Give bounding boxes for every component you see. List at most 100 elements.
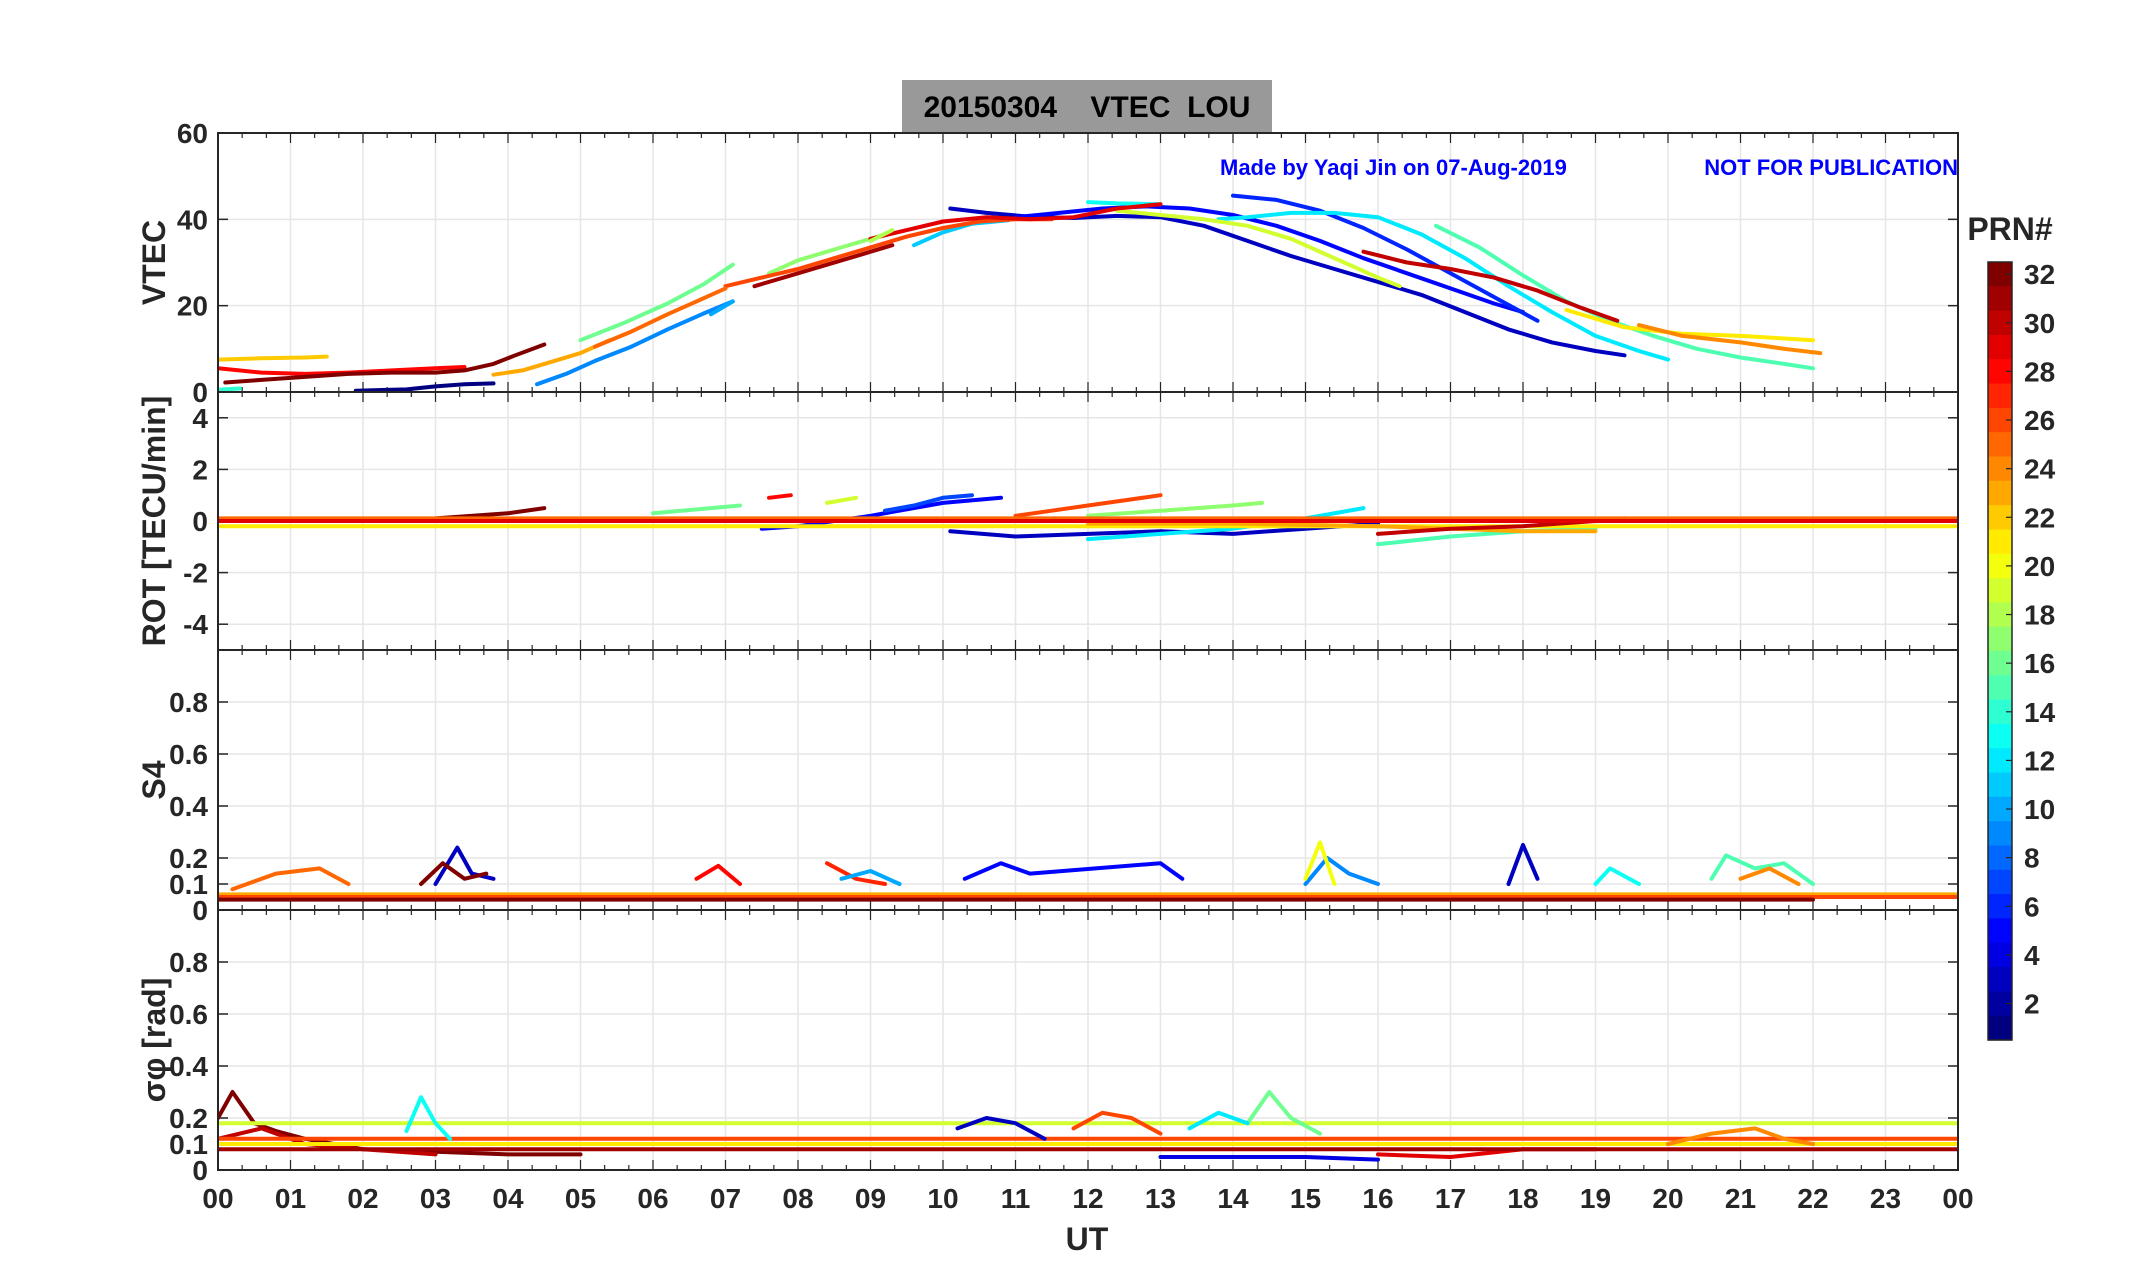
series-line-prn-25 (230, 866, 351, 892)
series-group (218, 1090, 1958, 1162)
series-line-prn-10 (839, 869, 902, 886)
x-tick-label: 22 (1797, 1183, 1828, 1214)
x-tick-label: 00 (1942, 1183, 1973, 1214)
y-tick-label: 40 (177, 204, 208, 235)
colorbar-tick-label: 10 (2024, 794, 2055, 825)
colorbar-tick-label: 22 (2024, 502, 2055, 533)
series-line-prn-3 (948, 521, 1380, 539)
series-group (218, 840, 1958, 902)
series-line-prn-10 (709, 299, 735, 317)
colorbar-segment-3 (1988, 967, 2012, 992)
colorbar-segment-21 (1988, 529, 2012, 555)
title-box: 20150304 VTEC LOU (902, 80, 1272, 132)
y-tick-label: 0 (192, 1155, 208, 1186)
y-tick-label: -4 (183, 609, 208, 640)
y-tick-label: 0.8 (169, 687, 208, 718)
x-tick-label: 07 (710, 1183, 741, 1214)
colorbar-tick-label: 8 (2024, 843, 2040, 874)
series-line-prn-9 (1303, 856, 1380, 886)
x-tick-label: 23 (1870, 1183, 1901, 1214)
colorbar-tick-label: 4 (2024, 940, 2040, 971)
colorbar-tick-label: 20 (2024, 551, 2055, 582)
series-line-prn-12 (1216, 210, 1670, 362)
y-tick-label: 60 (177, 118, 208, 149)
x-tick-label: 13 (1145, 1183, 1176, 1214)
x-tick-label: 19 (1580, 1183, 1611, 1214)
series-line-prn-13 (1593, 866, 1641, 886)
x-axis-label: UT (1066, 1221, 1109, 1257)
series-line-prn-23 (1086, 521, 1598, 534)
colorbar-segment-5 (1988, 918, 2012, 944)
title-background (902, 80, 1272, 132)
panel-sigma_phi: 00.10.2 0.4 0.6 0.8σφ [rad] (136, 909, 1959, 1186)
panel-rot: -4 -2 0 2 4 ROT [TECU/min] (136, 391, 1959, 651)
series-line-prn-23 (491, 338, 612, 377)
series-line-prn-30 (1361, 249, 1620, 323)
x-tick-label: 20 (1652, 1183, 1683, 1214)
series-line-prn-22 (218, 354, 329, 362)
series-line-prn-3 (1506, 843, 1540, 886)
series-line-prn-28 (767, 493, 793, 500)
series-line-prn-21 (1564, 308, 1815, 343)
series-line-prn-17 (1086, 500, 1264, 518)
x-tick-label: 09 (855, 1183, 886, 1214)
colorbar-tick-label: 14 (2024, 697, 2056, 728)
y-tick-label: 0.1 (169, 1129, 208, 1160)
series-line-prn-13 (404, 1095, 452, 1141)
series-group (218, 193, 1823, 392)
colorbar-segment-9 (1988, 821, 2012, 847)
y-tick-label: 0.4 (169, 791, 208, 822)
annotation-made-by: Made by Yaqi Jin on 07-Aug-2019 (1220, 155, 1567, 180)
series-line-prn-26 (1071, 1110, 1163, 1136)
colorbar-tick-label: 12 (2024, 745, 2055, 776)
colorbar-tick-label: 24 (2024, 454, 2056, 485)
series-line-prn-20 (1303, 840, 1337, 886)
x-tick-label: 04 (492, 1183, 524, 1214)
x-tick-label: 12 (1072, 1183, 1103, 1214)
series-line-prn-28 (694, 863, 742, 886)
series-line-prn-24 (1637, 323, 1823, 356)
series-line-prn-9 (535, 299, 735, 387)
x-tick-label: 15 (1290, 1183, 1321, 1214)
series-line-prn-7 (883, 493, 974, 513)
y-tick-label: 2 (192, 454, 208, 485)
series-line-prn-26 (1013, 493, 1163, 518)
y-axis-label: ROT [TECU/min] (136, 396, 172, 647)
series-line-prn-24 (1738, 866, 1801, 886)
series-line-prn-6 (1231, 193, 1540, 323)
colorbar-tick-label: 16 (2024, 648, 2055, 679)
series-line-prn-32 (419, 861, 489, 886)
series-line-prn-19 (1115, 208, 1402, 289)
series-line-prn-14 (218, 386, 242, 392)
series-line-prn-32 (218, 1090, 583, 1157)
x-tick-label: 10 (927, 1183, 958, 1214)
series-line-prn-27 (825, 861, 887, 886)
colorbar-segment-1 (1988, 1015, 2012, 1041)
colorbar-segment-31 (1988, 286, 2012, 312)
colorbar-tick-label: 6 (2024, 891, 2040, 922)
y-axis-label: VTEC (136, 220, 172, 305)
y-tick-label: 0.1 (169, 869, 208, 900)
x-tick-label: 05 (565, 1183, 596, 1214)
y-tick-label: 0.2 (169, 1103, 208, 1134)
colorbar-segment-17 (1988, 626, 2012, 652)
panel-s4: 00.10.2 0.4 0.6 0.8 S4 (136, 649, 1959, 926)
colorbar-segment-11 (1988, 772, 2012, 798)
series-line-prn-16 (651, 503, 742, 516)
y-tick-label: 4 (192, 403, 208, 434)
x-tick-label: 01 (275, 1183, 306, 1214)
x-tick-label: 17 (1435, 1183, 1466, 1214)
colorbar-tick-label: 28 (2024, 356, 2055, 387)
series-line-prn-31 (752, 243, 895, 289)
panel-frame (217, 909, 1959, 1171)
series-line-prn-16 (578, 262, 735, 343)
series-line-prn-5 (962, 861, 1185, 881)
x-tick-label: 21 (1725, 1183, 1756, 1214)
series-line-prn-18 (868, 228, 895, 243)
series-line-prn-24 (1666, 1126, 1815, 1146)
y-tick-label: 0.8 (169, 947, 208, 978)
x-tick-label: 06 (637, 1183, 668, 1214)
